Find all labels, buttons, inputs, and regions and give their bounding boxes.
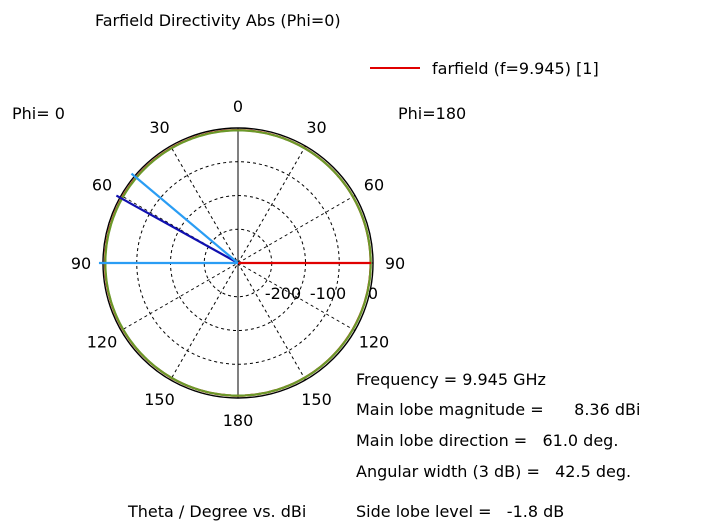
annotation-line: Main lobe magnitude = 8.36 dBi [356,400,640,419]
annotation-panel: Frequency = 9.945 GHz Main lobe magnitude… [356,370,640,521]
radial-tick-labels: -200 -100 0 [265,284,378,303]
radial-tick-label: -100 [310,284,346,303]
angle-tick-label: 0 [233,97,243,116]
annotation-line: Side lobe level = -1.8 dB [356,502,564,521]
angle-tick-labels: 0 30 60 90 120 150 180 150 120 90 60 30 [71,97,405,430]
angle-tick-label: 90 [71,254,91,273]
x-axis-label: Theta / Degree vs. dBi [127,502,306,521]
annotation-line: Angular width (3 dB) = 42.5 deg. [356,462,631,481]
series-curve-2 [104,129,372,397]
angle-tick-label: 150 [301,390,332,409]
3dB-beam-edge-marker [130,172,239,264]
angle-tick-label: 60 [92,176,112,195]
angle-tick-label: 90 [385,254,405,273]
angle-tick-label: 60 [364,176,384,195]
angle-tick-label: 180 [223,411,254,430]
phi-left-label: Phi= 0 [12,104,65,123]
chart-title: Farfield Directivity Abs (Phi=0) [95,11,341,30]
angle-tick-label: 120 [359,333,390,352]
lobe-markers [98,172,239,265]
annotation-line: Frequency = 9.945 GHz [356,370,546,389]
angle-tick-label: 30 [149,118,169,137]
legend-label: farfield (f=9.945) [1] [432,59,599,78]
angle-tick-label: 120 [87,333,118,352]
radial-tick-label: -200 [265,284,301,303]
angle-tick-label: 30 [306,118,326,137]
annotation-line: Main lobe direction = 61.0 deg. [356,431,618,450]
radial-tick-label: 0 [368,284,378,303]
angle-tick-label: 150 [144,390,175,409]
main-lobe-direction-marker [115,194,239,264]
phi-right-label: Phi=180 [398,104,466,123]
pattern-curves [104,129,372,397]
